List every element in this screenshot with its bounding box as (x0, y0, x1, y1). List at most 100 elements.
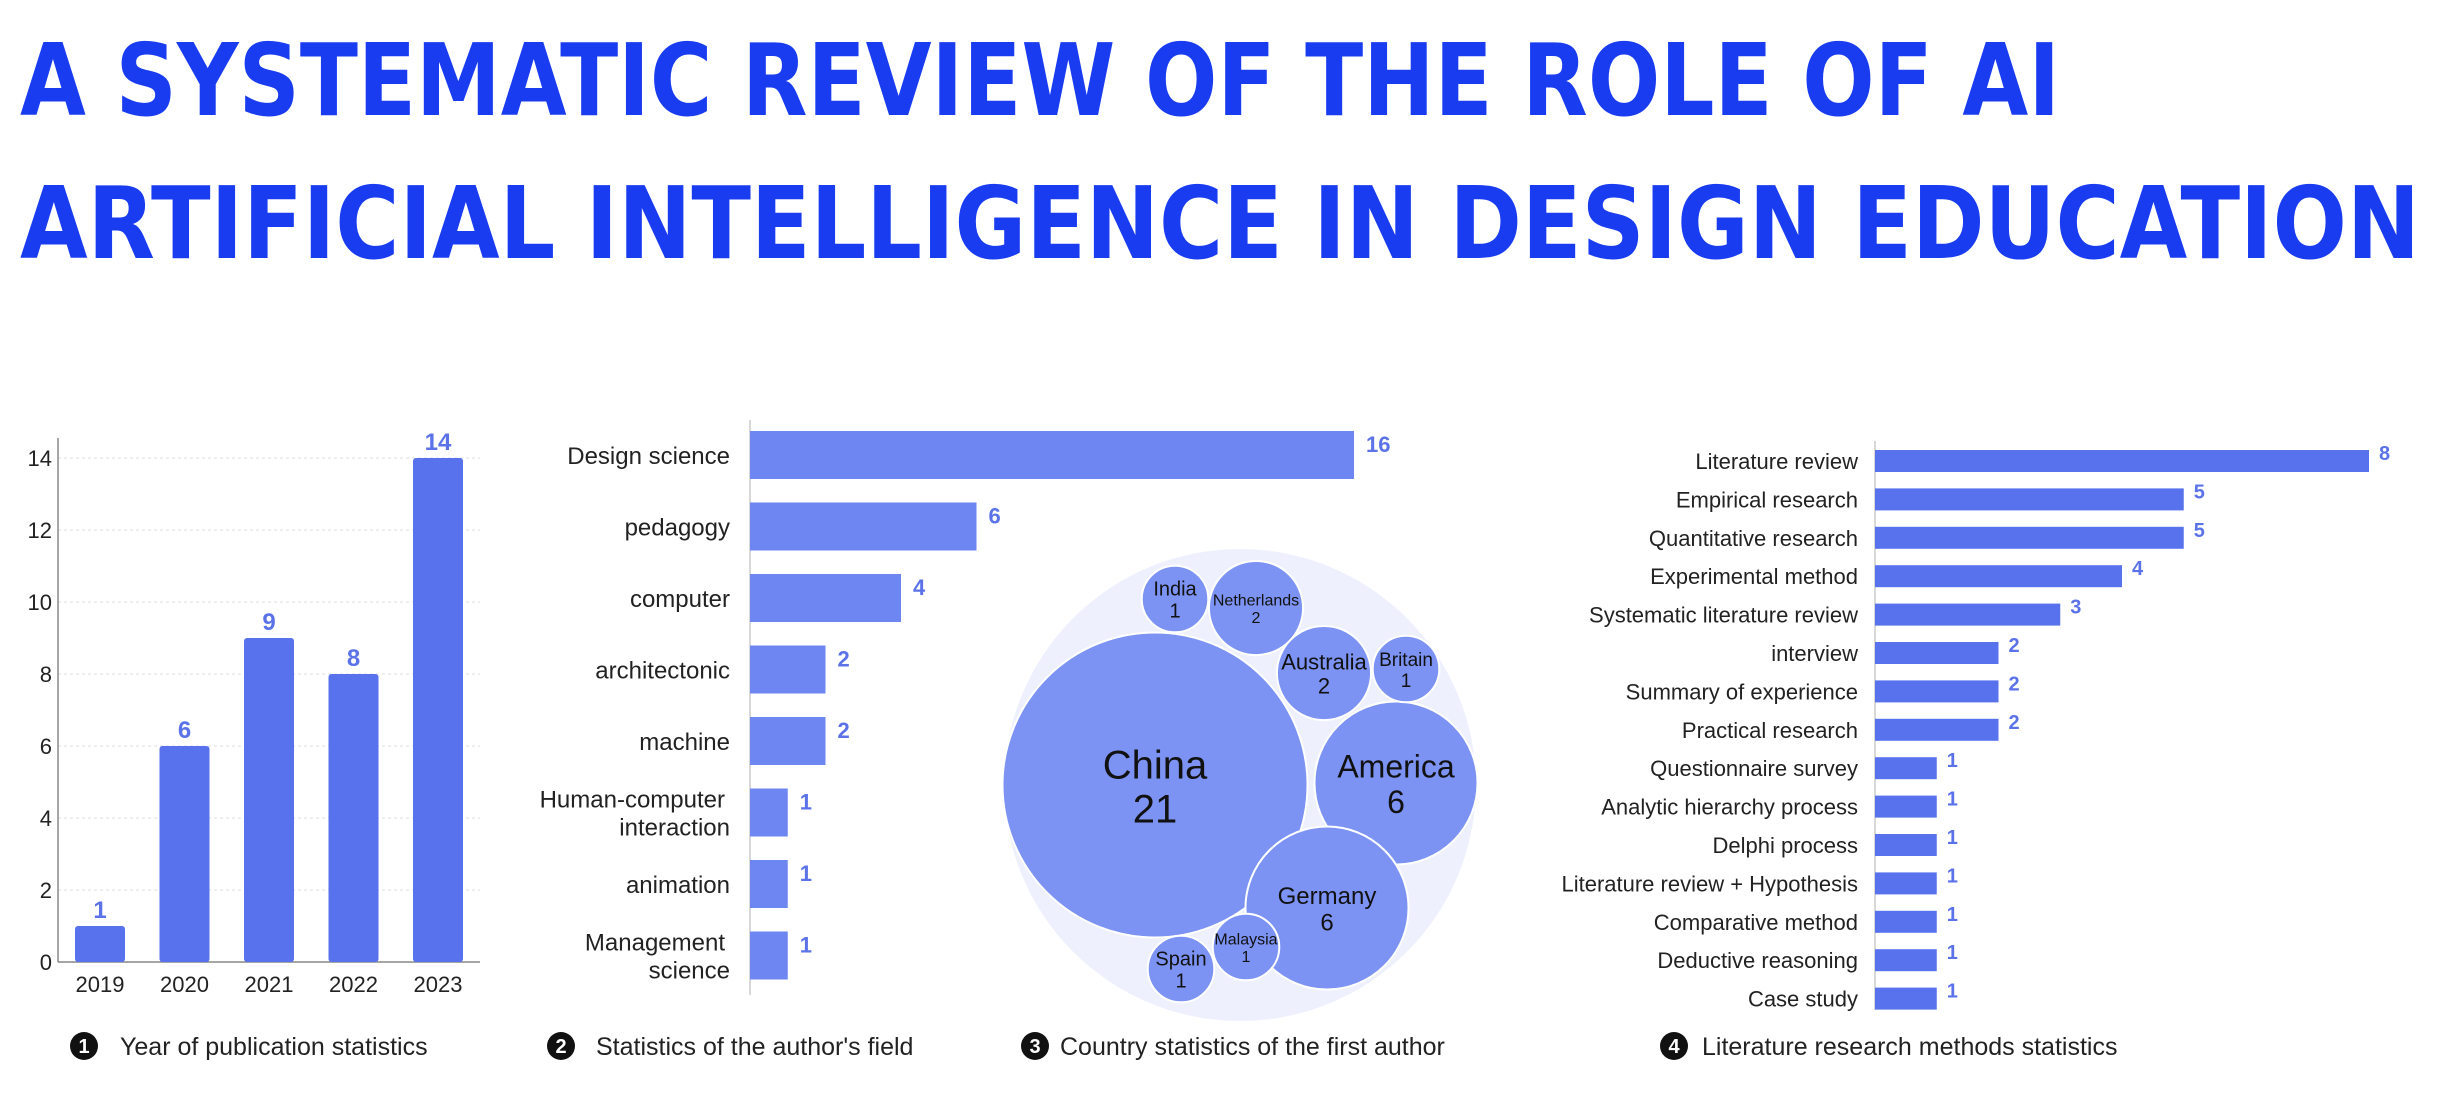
data-label: 9 (262, 609, 275, 636)
caption-4: 4 Literature research methods statistics (1660, 1032, 2117, 1061)
bar (1875, 642, 1999, 664)
bar (1875, 910, 1937, 933)
caption-4-number: 4 (1668, 1036, 1680, 1058)
data-label: 1 (1947, 789, 1958, 811)
category-label: science (649, 958, 730, 985)
bar (1875, 488, 2184, 511)
bar (75, 926, 125, 962)
category-label: Systematic literature review (1589, 603, 1858, 628)
caption-3-text: Country statistics of the first author (1060, 1033, 1445, 1061)
methods-bar-chart: 8 Literature review 5 Empirical research 5 Qu… (1561, 441, 2390, 1012)
caption-4-text: Literature research methods statistics (1702, 1033, 2117, 1061)
data-label: 1 (1947, 904, 1958, 926)
data-label: 1 (93, 897, 106, 924)
bar (1875, 757, 1937, 780)
bubble-value: 6 (1320, 909, 1333, 936)
data-label: 2 (2009, 635, 2020, 657)
bubble-label: Spain (1155, 949, 1206, 971)
x-tick-label: 2021 (245, 972, 294, 997)
category-label: Practical research (1682, 718, 1858, 743)
bar (750, 574, 901, 622)
bar (1875, 718, 1999, 741)
category-label: Questionnaire survey (1650, 756, 1858, 781)
bubble-value: 1 (1401, 671, 1412, 692)
bubble-label: Netherlands (1213, 592, 1299, 609)
category-label: Experimental method (1650, 564, 1858, 589)
bubble (1371, 634, 1441, 704)
data-label: 1 (1947, 981, 1958, 1003)
caption-3-number: 3 (1029, 1036, 1040, 1058)
bubble-label: Britain (1379, 650, 1433, 671)
bubble (1140, 564, 1210, 634)
data-label: 5 (2194, 481, 2205, 503)
bar (1875, 526, 2184, 549)
caption-4-number-badge (1660, 1032, 1688, 1060)
y-tick-label: 8 (40, 662, 52, 687)
bubble-label: America (1337, 749, 1455, 785)
data-label: 2 (2009, 712, 2020, 734)
bar (244, 638, 294, 962)
caption-1-number: 1 (78, 1036, 89, 1058)
caption-2: 2 Statistics of the author's field (547, 1032, 913, 1061)
bubble-label: India (1153, 579, 1197, 601)
caption-3-number-badge (1021, 1032, 1049, 1060)
category-label: machine (639, 729, 730, 756)
bubble (1211, 912, 1281, 982)
bubble (1146, 934, 1216, 1004)
country-bubble-chart: China21America6Germany6Netherlands2Austr… (1001, 549, 1479, 1021)
bar (1875, 565, 2122, 588)
data-label: 1 (800, 933, 812, 958)
caption-2-number-badge (547, 1032, 575, 1060)
bar (750, 502, 977, 551)
y-tick-label: 14 (28, 446, 52, 471)
category-label: Empirical research (1676, 487, 1858, 512)
category-label: architectonic (595, 658, 730, 685)
bar (750, 860, 788, 908)
bar (1875, 949, 1937, 972)
data-label: 6 (178, 717, 191, 744)
category-label: Literature review (1695, 449, 1858, 474)
bubble (1244, 825, 1410, 991)
data-label: 4 (2132, 558, 2144, 580)
y-tick-label: 12 (28, 518, 52, 543)
data-label: 2 (838, 647, 850, 672)
data-label: 6 (989, 504, 1001, 529)
category-label: Literature review + Hypothesis (1561, 871, 1858, 896)
category-label: interview (1771, 641, 1858, 666)
bar (1875, 834, 1937, 856)
bubble-value: 6 (1387, 784, 1405, 820)
bubble-value: 1 (1242, 949, 1251, 966)
bar (750, 645, 826, 694)
category-label: Analytic hierarchy process (1601, 795, 1858, 820)
bubble-value: 21 (1133, 787, 1178, 831)
data-label: 14 (425, 429, 452, 456)
category-label: Case study (1748, 987, 1858, 1012)
data-label: 2 (838, 718, 850, 743)
bubble-value: 1 (1169, 601, 1180, 623)
x-tick-label: 2023 (414, 972, 463, 997)
data-label: 8 (347, 645, 360, 672)
bar (750, 931, 788, 980)
x-tick-label: 2020 (160, 972, 209, 997)
category-label: Delphi process (1712, 833, 1858, 858)
bar (413, 458, 463, 962)
caption-1: 1 Year of publication statistics (70, 1032, 428, 1061)
data-label: 1 (800, 790, 812, 815)
data-label: 8 (2379, 443, 2390, 465)
data-label: 1 (1947, 827, 1958, 849)
bar (1875, 987, 1937, 1010)
data-label: 2 (2009, 673, 2020, 695)
bar (750, 431, 1354, 479)
bubble-label: Germany (1278, 883, 1377, 910)
data-label: 16 (1366, 432, 1390, 457)
category-label: interaction (619, 815, 730, 842)
bubble (1275, 624, 1373, 722)
category-label: pedagogy (625, 515, 730, 542)
bar (1875, 795, 1937, 818)
bar (159, 746, 210, 962)
category-label: Human-computer (540, 787, 725, 814)
category-label: animation (626, 872, 730, 899)
bubble-value: 1 (1175, 971, 1186, 993)
